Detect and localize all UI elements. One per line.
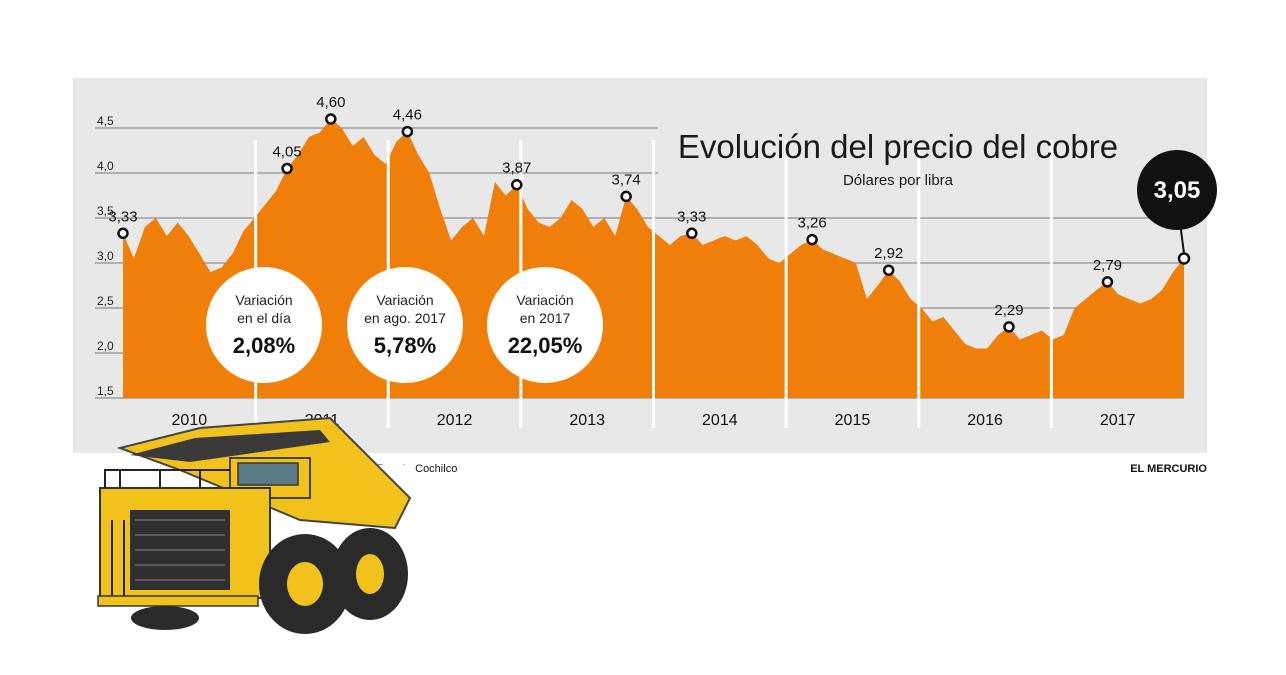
- truck-rear-hub: [356, 554, 384, 594]
- highlight-point: [281, 162, 293, 175]
- truck-cab-window: [237, 462, 299, 486]
- highlight-point-label: 3,87: [502, 160, 531, 177]
- publisher-credit: EL MERCURIO: [1130, 463, 1207, 475]
- y-tick-label: 4,0: [97, 159, 114, 173]
- callout-value: 22,05%: [508, 333, 583, 358]
- callout-subtitle: en 2017: [520, 310, 571, 326]
- highlight-point: [511, 178, 523, 191]
- highlight-points: 3,33 4,05 4,60 4,46 3,87 3,74 3,33 3,26 2,92 2,29…: [108, 94, 1217, 333]
- highlight-point-label: 3,26: [798, 215, 827, 232]
- callout-circle: [206, 267, 322, 383]
- mining-truck-illustration: [75, 416, 415, 650]
- highlight-point: [325, 113, 337, 125]
- truck-bed-shadow: [130, 430, 330, 462]
- highlight-point-label: 4,46: [393, 107, 422, 124]
- current-value-label: 3,05: [1154, 177, 1201, 204]
- highlight-point: [1101, 276, 1114, 288]
- truck-bumper: [97, 595, 259, 607]
- highlight-point-label: 4,05: [272, 144, 301, 161]
- source-name: Cochilco: [415, 463, 457, 475]
- callout-subtitle: en ago. 2017: [364, 310, 446, 326]
- highlight-point: [117, 227, 129, 240]
- y-tick-label: 4,5: [97, 114, 114, 128]
- callout-value: 2,08%: [233, 333, 295, 358]
- current-value-bubble: [1137, 150, 1217, 230]
- highlight-point-label: 2,29: [994, 302, 1023, 319]
- highlight-point: [401, 125, 414, 138]
- chart-subtitle: Dólares por libra: [843, 172, 954, 189]
- callout-circle: [487, 267, 603, 383]
- truck-grille-lines: [135, 519, 225, 581]
- highlight-point: [686, 227, 698, 240]
- callout-circle: [347, 267, 463, 383]
- highlight-point-label: 2,92: [874, 245, 903, 262]
- callouts: Variación en el día 2,08% Variación en ago. …: [206, 267, 603, 383]
- year-label: 2013: [569, 412, 605, 429]
- y-axis: 4,5 4,0 3,5 3,0 2,5 2,0 1,5: [97, 114, 114, 398]
- highlight-point: [806, 233, 818, 246]
- callout-title: Variación: [516, 292, 573, 308]
- year-label: 2012: [437, 412, 473, 429]
- y-tick-label: 1,5: [97, 384, 114, 398]
- callout-value: 5,78%: [374, 333, 436, 358]
- highlight-point: [1003, 321, 1015, 333]
- callout-title: Variación: [376, 292, 433, 308]
- truck-railings: [104, 469, 230, 598]
- year-label: 2017: [1100, 412, 1136, 429]
- y-tick-label: 3,5: [97, 204, 114, 218]
- chart-title: Evolución del precio del cobre: [678, 128, 1118, 165]
- truck-left-wheel: [131, 606, 199, 630]
- callout-subtitle: en el día: [237, 310, 291, 326]
- y-tick-label: 2,0: [97, 339, 114, 353]
- highlight-point-label: 3,33: [677, 208, 706, 225]
- callout-title: Variación: [235, 292, 292, 308]
- y-tick-label: 3,0: [97, 249, 114, 263]
- y-tick-label: 2,5: [97, 294, 114, 308]
- highlight-point-label: 3,74: [612, 171, 641, 188]
- highlight-point-label: 2,79: [1093, 257, 1122, 274]
- highlight-point-label: 4,60: [316, 94, 345, 111]
- year-label: 2016: [967, 412, 1003, 429]
- year-label: 2014: [702, 412, 738, 429]
- year-label: 2015: [835, 412, 871, 429]
- truck-front-hub: [287, 562, 323, 606]
- current-point: [1177, 252, 1191, 265]
- highlight-point-label: 3,33: [108, 208, 137, 225]
- highlight-point: [882, 264, 895, 276]
- highlight-point: [620, 190, 632, 203]
- year-label: 2010: [172, 412, 208, 429]
